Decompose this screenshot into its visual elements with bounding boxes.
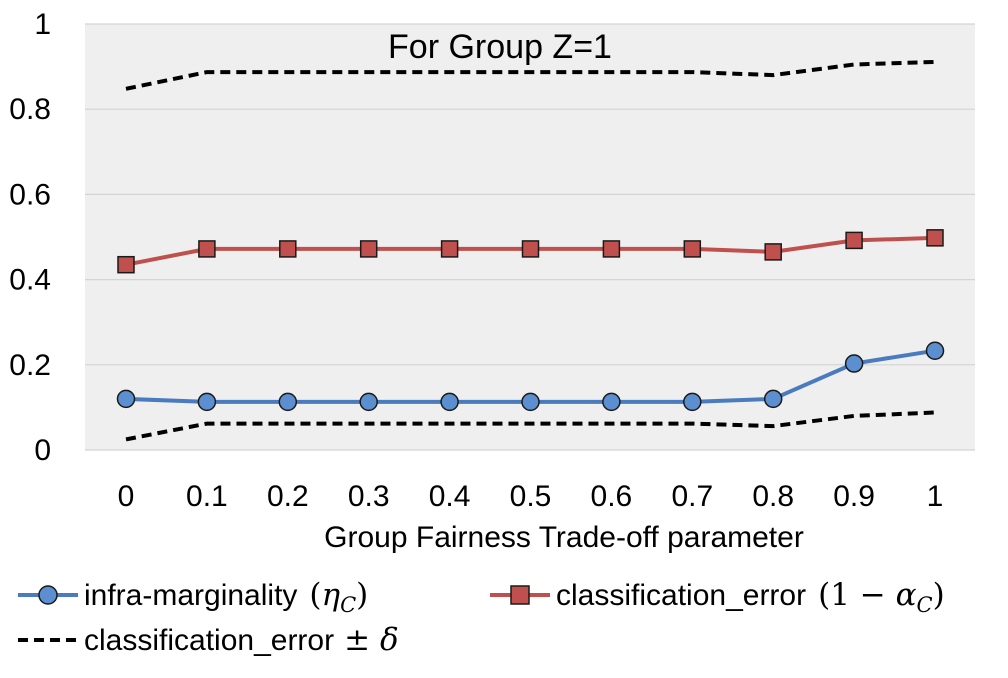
legend-math-alpha: α (896, 577, 917, 613)
y-tick-label: 0 (34, 434, 51, 467)
x-tick-label: 0.3 (348, 480, 390, 513)
point-infra-marginality (197, 392, 217, 412)
point-classification-error (683, 240, 702, 258)
x-axis-ticks: 0 0.1 0.2 0.3 0.4 0.5 0.6 0.7 0.8 0.9 1 (118, 480, 944, 513)
legend-math-eta-sub: C (340, 593, 356, 617)
point-infra-marginality (763, 389, 783, 409)
point-classification-error (198, 240, 216, 258)
x-tick-label: 0 (118, 480, 135, 513)
y-tick-label: 0.2 (9, 349, 51, 382)
point-infra-marginality (602, 392, 621, 412)
point-infra-marginality (278, 392, 298, 412)
point-infra-marginality (521, 392, 540, 412)
plot-area (85, 24, 975, 450)
legend-item-error-band: classification_error ± δ (18, 622, 399, 658)
legend-text-classification-error: classification_error (556, 579, 806, 612)
legend-item-classification-error: classification_error (1 − αC) (490, 577, 945, 617)
point-classification-error (845, 231, 863, 250)
legend-text-error-band: classification_error (84, 624, 334, 657)
point-classification-error (521, 240, 540, 258)
point-classification-error (117, 255, 135, 274)
x-tick-label: 0.2 (267, 480, 309, 513)
x-tick-label: 0.4 (429, 480, 471, 513)
point-classification-error (440, 240, 459, 258)
legend-marker-circle-icon (38, 585, 58, 605)
legend-text-infra-marginality: infra-marginality (84, 579, 297, 612)
gridlines (85, 23, 975, 451)
x-tick-label: 0.5 (510, 480, 552, 513)
point-infra-marginality (359, 392, 378, 412)
point-classification-error (359, 240, 378, 258)
x-tick-label: 0.9 (833, 480, 875, 513)
point-classification-error (926, 229, 944, 247)
legend-math-eta: η (322, 577, 341, 613)
legend-item-infra-marginality: infra-marginality (ηC) (18, 577, 368, 617)
legend: infra-marginality (ηC) classification_er… (18, 577, 945, 658)
y-tick-label: 0.6 (9, 178, 51, 211)
y-tick-label: 1 (34, 8, 51, 41)
point-infra-marginality (440, 392, 459, 412)
legend-math-pm: ± (344, 622, 380, 658)
x-tick-label: 0.7 (671, 480, 713, 513)
legend-label-error-band: classification_error ± δ (84, 622, 399, 658)
y-axis-ticks: 0 0.2 0.4 0.6 0.8 1 (9, 8, 51, 467)
y-tick-label: 0.4 (9, 264, 51, 297)
legend-marker-square-icon (510, 585, 530, 605)
x-tick-label: 0.1 (186, 480, 228, 513)
point-classification-error (764, 243, 782, 261)
legend-math-alpha-sub: C (917, 593, 933, 617)
x-tick-label: 0.6 (591, 480, 633, 513)
legend-math-classification-error: (1 − (818, 577, 896, 613)
legend-math-close: ) (356, 577, 368, 613)
chart-title: For Group Z=1 (388, 28, 612, 66)
x-tick-label: 1 (927, 480, 944, 513)
legend-label-classification-error: classification_error (1 − αC) (556, 577, 945, 617)
x-tick-label: 0.8 (752, 480, 794, 513)
y-tick-label: 0.8 (9, 93, 51, 126)
point-infra-marginality (925, 341, 945, 360)
x-axis-label: Group Fairness Trade-off parameter (324, 521, 804, 554)
point-infra-marginality (844, 354, 864, 373)
legend-math-delta: δ (380, 622, 399, 658)
point-classification-error (602, 240, 621, 258)
point-infra-marginality (683, 392, 702, 412)
series-line-error-upper (125, 59, 936, 91)
legend-math-close2: ) (933, 577, 945, 613)
legend-math-infra-marginality: ( (309, 577, 321, 613)
point-classification-error (279, 240, 297, 258)
legend-label-infra-marginality: infra-marginality (ηC) (84, 577, 368, 617)
series-line-error-lower (125, 410, 936, 442)
series-layer (116, 59, 945, 442)
point-infra-marginality (116, 389, 136, 409)
